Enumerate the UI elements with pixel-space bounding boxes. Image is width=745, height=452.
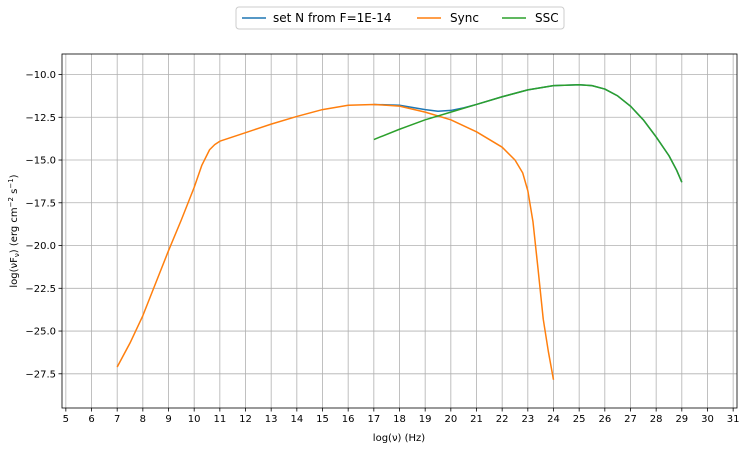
x-tick-label: 16 xyxy=(342,414,355,425)
x-tick-label: 29 xyxy=(675,414,688,425)
x-tick-label: 26 xyxy=(598,414,611,425)
x-tick-label: 25 xyxy=(573,414,586,425)
x-tick-label: 10 xyxy=(188,414,201,425)
series-line-ssc xyxy=(373,84,683,183)
x-tick-label: 24 xyxy=(547,414,560,425)
x-tick-label: 11 xyxy=(213,414,226,425)
legend-label-set-n: set N from F=1E-14 xyxy=(273,11,391,25)
y-tick-label: −20.0 xyxy=(25,241,56,252)
x-tick-label: 15 xyxy=(316,414,329,425)
legend-frame xyxy=(235,6,565,30)
series-layer xyxy=(116,84,683,380)
x-tick-label: 17 xyxy=(367,414,380,425)
series-line-sync xyxy=(116,103,555,380)
x-axis-label: log(ν) (Hz) xyxy=(373,433,425,444)
y-tick-label: −10.0 xyxy=(25,70,56,81)
y-tick-label: −12.5 xyxy=(25,113,56,124)
x-tick-label: 22 xyxy=(496,414,509,425)
x-tick-label: 5 xyxy=(63,414,69,425)
y-tick-label: −27.5 xyxy=(25,369,56,380)
x-tick-label: 21 xyxy=(470,414,483,425)
x-tick-label: 31 xyxy=(727,414,740,425)
grid xyxy=(62,54,737,408)
y-tick-label: −17.5 xyxy=(25,198,56,209)
x-tick-label: 12 xyxy=(239,414,252,425)
x-tick-label: 6 xyxy=(88,414,94,425)
x-tick-label: 14 xyxy=(290,414,303,425)
x-tick-label: 23 xyxy=(521,414,534,425)
x-tick-label: 20 xyxy=(444,414,457,425)
legend: set N from F=1E-14 Sync SSC xyxy=(235,6,565,30)
y-tick-label: −15.0 xyxy=(25,156,56,167)
x-tick-label: 19 xyxy=(419,414,432,425)
x-tick-label: 27 xyxy=(624,414,637,425)
y-axis-label: log(νFν) (erg cm−2 s−1) xyxy=(7,174,21,287)
x-tick-label: 7 xyxy=(114,414,120,425)
x-tick-label: 18 xyxy=(393,414,406,425)
legend-label-ssc: SSC xyxy=(535,11,559,25)
x-tick-label: 30 xyxy=(701,414,714,425)
y-tick-label: −22.5 xyxy=(25,284,56,295)
x-tick-label: 9 xyxy=(165,414,171,425)
x-tick-label: 13 xyxy=(265,414,278,425)
legend-label-sync: Sync xyxy=(450,11,479,25)
y-tick-label: −25.0 xyxy=(25,327,56,338)
ticks: 5 6 7 8 9 10 11 12 13 14 15 16 17 18 19 20 21 22 23 24 25 26 2… xyxy=(25,70,739,425)
x-tick-label: 8 xyxy=(140,414,146,425)
x-tick-label: 28 xyxy=(650,414,663,425)
